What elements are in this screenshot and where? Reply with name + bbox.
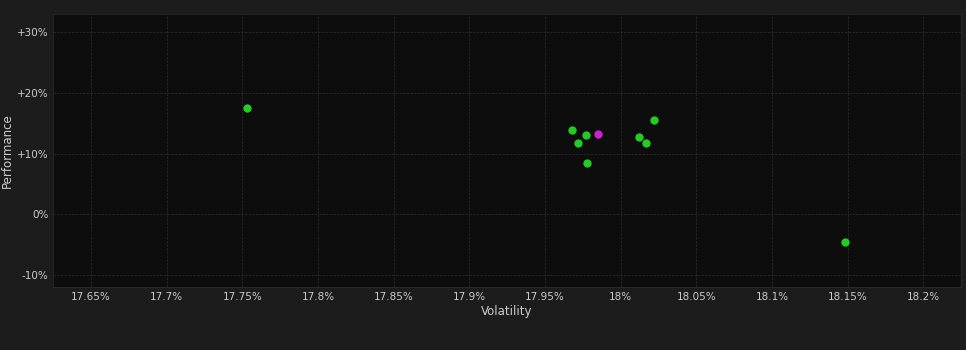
Point (646, 117, 662, 123)
Point (564, 128, 580, 133)
Point (837, 239, 852, 244)
Point (631, 134, 646, 139)
Point (571, 140, 586, 145)
Point (240, 105, 255, 111)
X-axis label: Volatility: Volatility (481, 304, 533, 318)
Point (578, 133, 593, 138)
Point (580, 160, 595, 166)
Point (639, 140, 654, 145)
Y-axis label: Performance: Performance (1, 113, 14, 188)
Point (590, 131, 606, 136)
